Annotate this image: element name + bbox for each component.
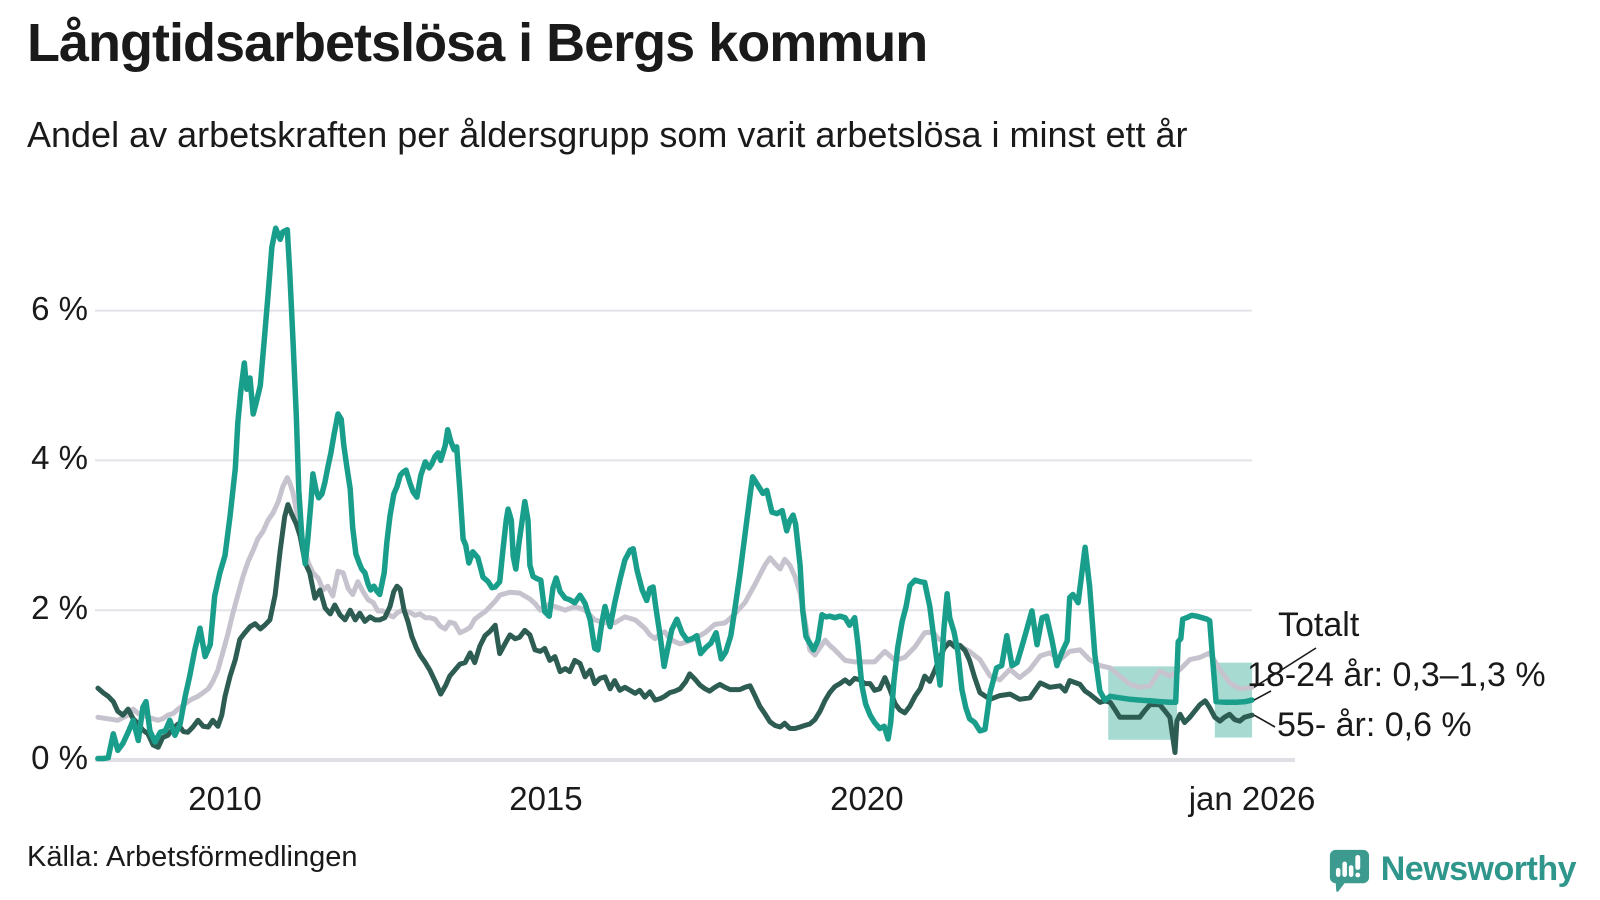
x-tick-label-2010: 2010 <box>188 780 262 817</box>
newsworthy-logo-text: Newsworthy <box>1380 850 1577 888</box>
series-label-55-r: 55- år: 0,6 % <box>1277 706 1472 744</box>
chart-subtitle: Andel av arbetskraften per åldersgrupp s… <box>27 114 1188 155</box>
series-label-18-24-r: 18-24 år: 0,3–1,3 % <box>1247 656 1546 694</box>
y-tick-label-0: 0 % <box>31 739 88 776</box>
chart-title: Långtidsarbetslösa i Bergs kommun <box>27 13 928 73</box>
series-line-55-r <box>95 502 1255 755</box>
series-line-18-24-r <box>95 225 1255 762</box>
leader-line-totalt <box>1253 647 1317 689</box>
newsworthy-logo-icon <box>1329 849 1369 892</box>
leader-line-55-r <box>1253 714 1276 728</box>
source-note: Källa: Arbetsförmedlingen <box>27 841 358 873</box>
leader-line-18-24-r <box>1253 690 1272 701</box>
x-tick-label-2026: jan 2026 <box>1188 780 1316 817</box>
x-tick-label-2015: 2015 <box>509 780 583 817</box>
x-tick-label-2020: 2020 <box>830 780 904 817</box>
y-tick-label-2: 2 % <box>31 589 88 627</box>
y-tick-label-4: 4 % <box>31 439 88 477</box>
y-tick-label-6: 6 % <box>31 289 88 327</box>
newsworthy-brand[interactable]: Newsworthy <box>1324 846 1577 893</box>
series-label-totalt: Totalt <box>1278 606 1360 644</box>
